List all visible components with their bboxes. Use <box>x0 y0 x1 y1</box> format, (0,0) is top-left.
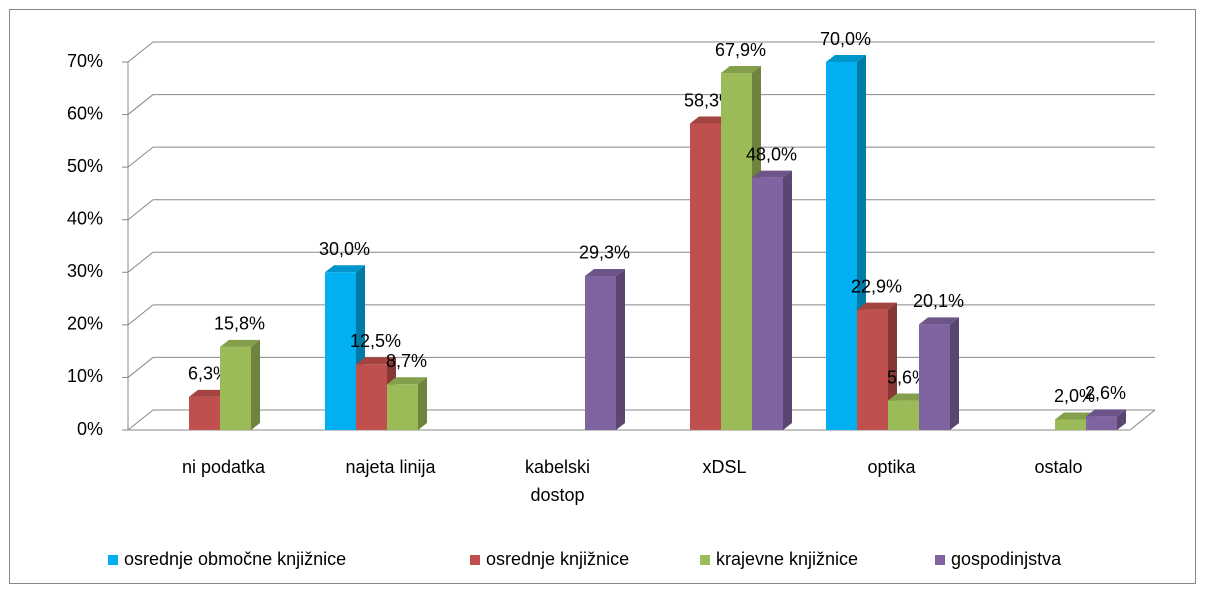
bar-top <box>387 377 427 385</box>
bar <box>690 123 721 430</box>
grid-line-side <box>127 304 154 326</box>
y-tick-label: 10% <box>67 366 103 386</box>
bar-top <box>919 317 959 325</box>
bar <box>325 272 356 430</box>
bar-top <box>857 302 897 310</box>
bar-top <box>690 116 730 124</box>
value-label: 2,6% <box>1085 383 1126 403</box>
bar <box>888 400 919 430</box>
value-label: 29,3% <box>579 243 630 263</box>
bar-top <box>826 55 866 62</box>
bar-side <box>418 377 427 430</box>
floor-right <box>1129 409 1156 431</box>
bar <box>387 384 418 430</box>
bar <box>857 309 888 430</box>
y-tick-label: 70% <box>67 51 103 71</box>
y-tick-label: 0% <box>77 419 103 439</box>
bar <box>1055 419 1086 430</box>
y-tick-label: 40% <box>67 208 103 228</box>
legend-label: osrednje območne knjižnice <box>124 549 347 569</box>
x-tick-label: optika <box>867 457 916 477</box>
legend-item: osrednje območne knjižnice <box>108 549 346 570</box>
value-label: 2,0% <box>1054 386 1095 406</box>
bar-top <box>752 170 792 178</box>
x-tick-label: kabelski dostop <box>524 457 591 505</box>
x-tick-label: najeta linija <box>345 457 436 477</box>
grid-line-side <box>127 251 154 273</box>
bar <box>752 177 783 430</box>
bar-top <box>585 268 625 276</box>
legend-label: osrednje knjižnice <box>486 549 630 569</box>
value-label: 15,8% <box>214 314 265 334</box>
chart-frame <box>9 9 1196 584</box>
bar <box>1086 416 1117 430</box>
y-tick-label: 30% <box>67 261 103 281</box>
x-tick-label: ostalo <box>1034 457 1083 477</box>
legend-swatch <box>108 554 118 565</box>
bar <box>721 73 752 430</box>
bar <box>585 275 616 430</box>
legend-swatch <box>470 554 480 565</box>
value-label: 6,3% <box>188 364 229 384</box>
legend-label: krajevne knjižnice <box>716 549 859 569</box>
y-tick-label: 20% <box>67 314 103 334</box>
value-label: 48,0% <box>746 144 797 164</box>
bar-top <box>1055 412 1095 420</box>
bar-top <box>189 389 229 397</box>
grid-line-side <box>127 146 154 168</box>
legend-item: krajevne knjižnice <box>700 549 858 570</box>
value-label: 20,1% <box>913 291 964 311</box>
bar-top <box>356 357 396 365</box>
legend-item: osrednje knjižnice <box>470 549 629 570</box>
grid-line-side <box>127 357 154 378</box>
legend-swatch <box>935 554 945 565</box>
legend-swatch <box>700 554 710 565</box>
grid-line-side <box>127 409 154 431</box>
bar <box>919 324 950 430</box>
grid-line-side <box>127 41 154 63</box>
bar <box>356 364 387 430</box>
bar <box>189 396 220 430</box>
bar <box>220 346 251 430</box>
value-label: 8,7% <box>386 351 427 371</box>
grid-line-side <box>127 199 154 221</box>
bar-side <box>1117 409 1126 430</box>
x-tick-label: ni podatka <box>181 457 266 477</box>
bar-top <box>325 265 365 273</box>
value-label: 67,9% <box>715 40 766 60</box>
bar-top <box>220 339 260 347</box>
bar-side <box>616 268 625 430</box>
grid-line-side <box>127 94 154 115</box>
bar-side <box>251 339 260 430</box>
bar-top <box>888 393 928 401</box>
bar-side <box>950 317 959 430</box>
value-label: 22,9% <box>851 276 902 296</box>
bar <box>826 62 857 430</box>
y-tick-label: 60% <box>67 103 103 123</box>
y-tick-label: 50% <box>67 156 103 176</box>
bar-side <box>783 170 792 430</box>
value-label: 30,0% <box>319 239 370 259</box>
x-tick-label: xDSL <box>702 457 747 477</box>
value-label: 12,5% <box>350 331 401 351</box>
legend-item: gospodinjstva <box>935 549 1061 570</box>
value-label: 70,0% <box>820 29 871 49</box>
bar-top <box>1086 409 1126 417</box>
value-label: 5,6% <box>887 367 928 387</box>
bar-top <box>721 66 761 74</box>
legend-label: gospodinjstva <box>951 549 1062 569</box>
